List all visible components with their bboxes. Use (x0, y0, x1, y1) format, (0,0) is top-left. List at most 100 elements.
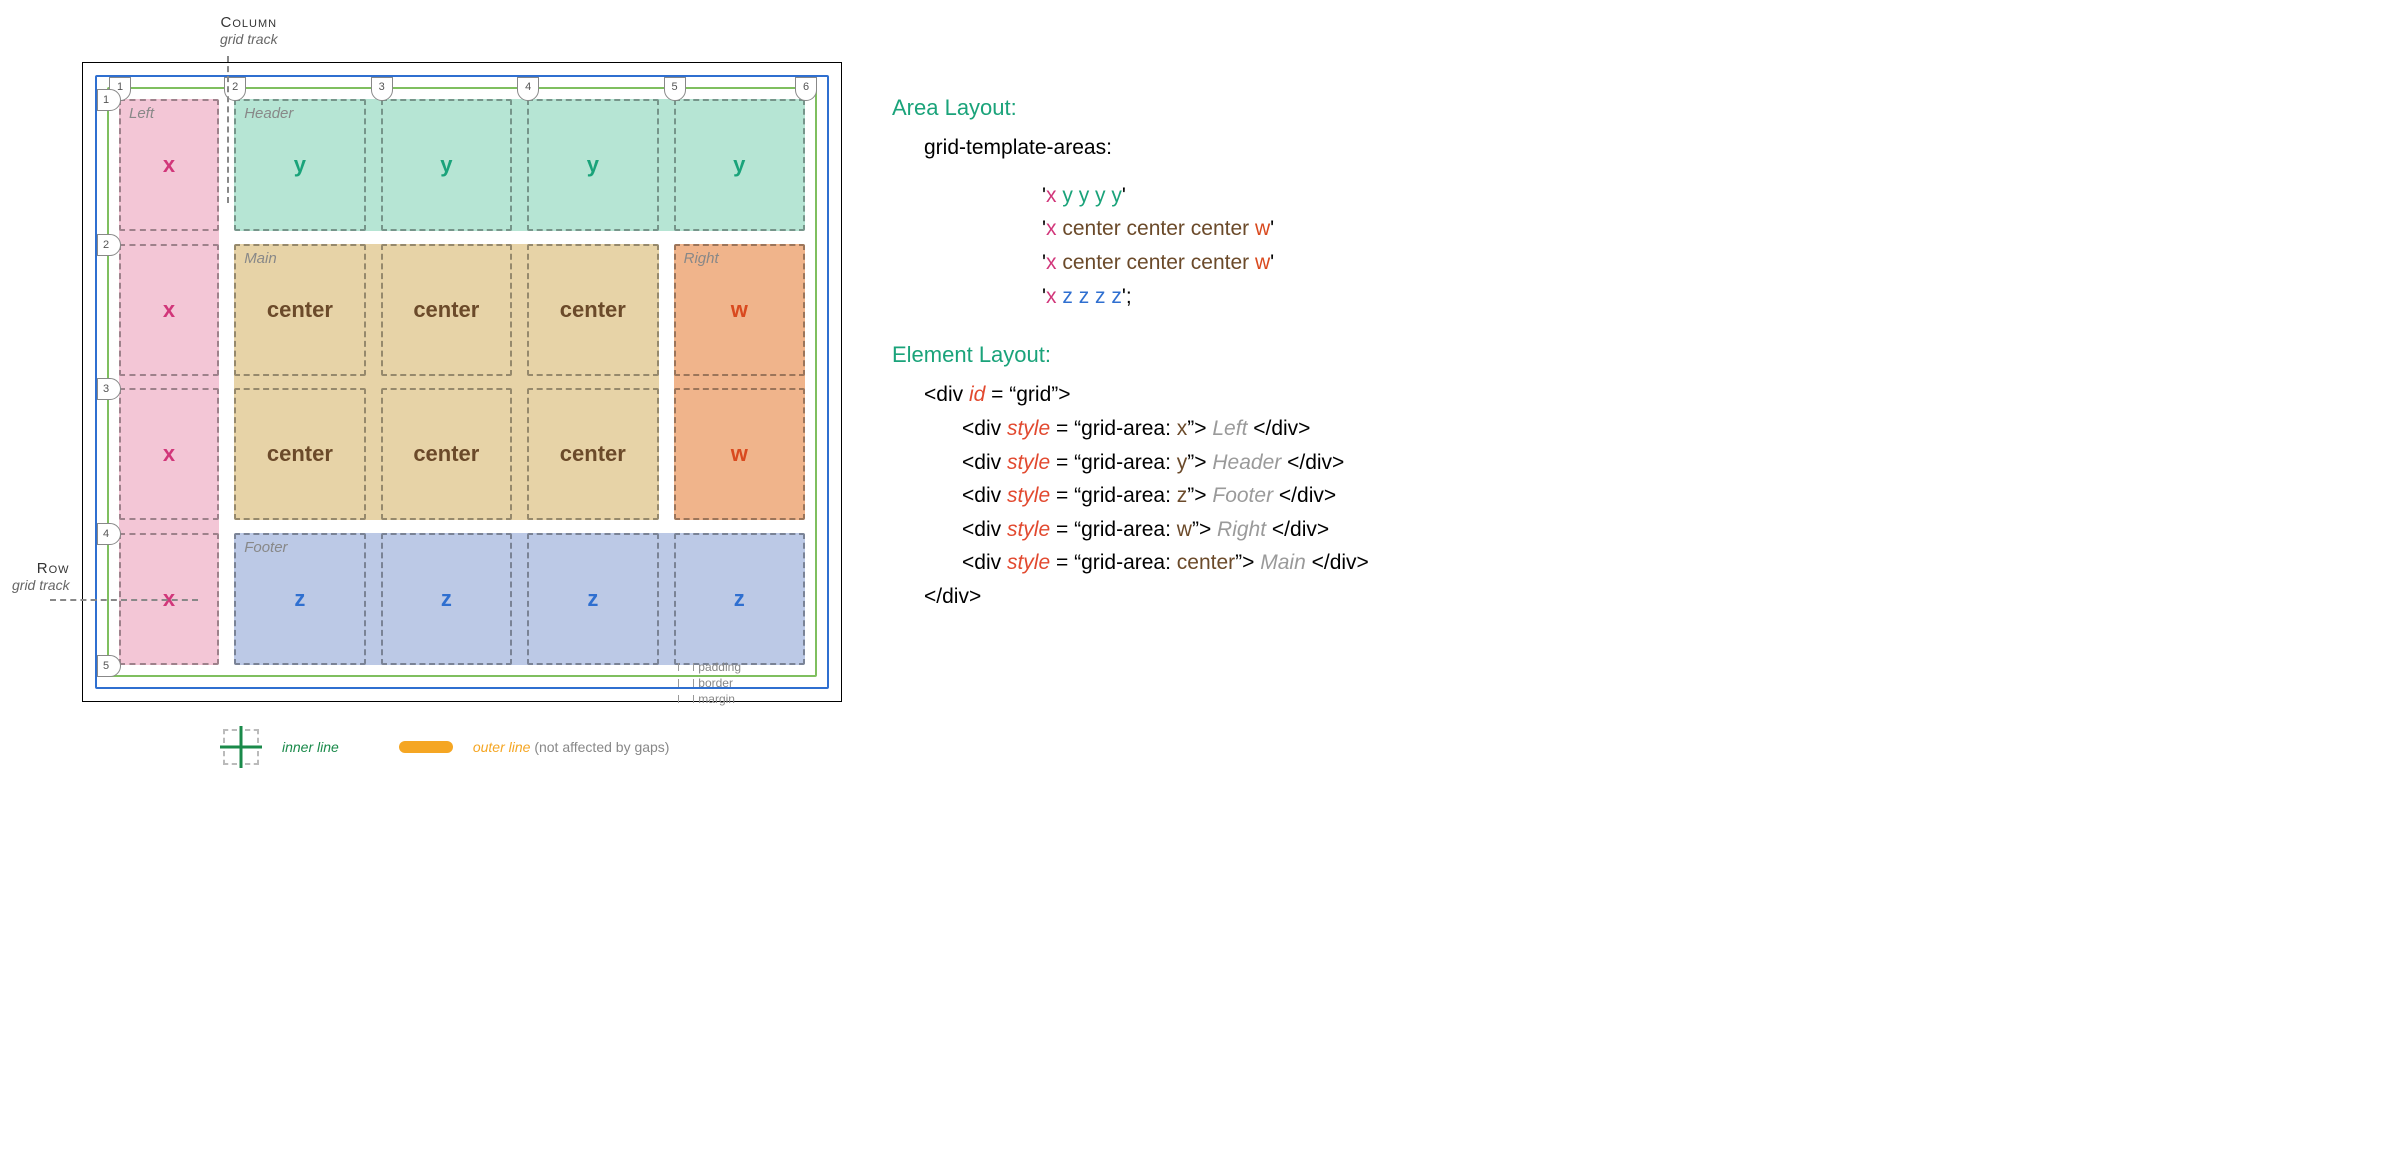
grid-inner: LeftHeaderMainRightFooterxxxxyyyycenterc… (119, 99, 805, 665)
outer-line-label: outer line (not affected by gaps) (473, 739, 670, 755)
column-label: Column grid track (220, 14, 278, 47)
column-subtitle: grid track (220, 31, 278, 47)
gta-token: z z z z (1062, 285, 1122, 308)
area-layout-title: Area Layout: (892, 90, 1369, 125)
col-line-number: 5 (664, 77, 686, 101)
gta-token: x (1046, 217, 1057, 240)
gta-token: x (1046, 184, 1057, 207)
gta-token: w (1255, 251, 1270, 274)
grid-cell: x (119, 99, 219, 231)
gta-rows: 'x y y y y''x center center center w''x … (892, 179, 1369, 313)
pbm-padding: padding (698, 659, 741, 675)
col-line-number: 3 (371, 77, 393, 101)
column-title: Column (220, 14, 278, 31)
el-line: <div style = “grid-area: y”> Header </di… (892, 446, 1369, 480)
el-close: </div> (892, 580, 1369, 614)
cell-text: w (731, 297, 748, 323)
cell-text: center (560, 297, 626, 323)
gta-token: x (1046, 251, 1057, 274)
inner-line-swatch (220, 726, 262, 768)
element-layout-title: Element Layout: (892, 337, 1369, 372)
grid-cell: center (234, 244, 365, 376)
cell-text: z (734, 586, 745, 612)
margin-box: LeftHeaderMainRightFooterxxxxyyyycenterc… (82, 62, 842, 702)
col-line-number: 6 (795, 77, 817, 101)
gta-property: grid-template-areas: (892, 131, 1369, 165)
gta-token: x (1046, 285, 1057, 308)
column-guide (227, 56, 229, 203)
element-lines: <div id = “grid”><div style = “grid-area… (892, 378, 1369, 613)
gta-token: '; (1122, 285, 1132, 308)
cell-text: x (163, 441, 175, 467)
cell-text: z (294, 586, 305, 612)
grid-cell: z (527, 533, 658, 665)
cell-text: y (440, 152, 452, 178)
el-line: <div style = “grid-area: w”> Right </div… (892, 513, 1369, 547)
code-panel: Area Layout: grid-template-areas: ' x y y… (892, 20, 1369, 614)
grid-cell: z (381, 533, 512, 665)
pbm-callout: padding border margin (678, 659, 741, 707)
grid-cell: y (674, 99, 805, 231)
cell-text: y (587, 152, 599, 178)
grid-cell: center (381, 244, 512, 376)
col-line-number: 4 (517, 77, 539, 101)
row-guide (50, 599, 198, 601)
grid-cell: x (119, 244, 219, 376)
grid-cell: center (527, 244, 658, 376)
cell-text: x (163, 297, 175, 323)
outer-line-text: outer line (473, 739, 531, 755)
row-line-number: 1 (97, 89, 121, 111)
cell-text: z (441, 586, 452, 612)
gta-row: 'x z z z z'; (892, 280, 1369, 314)
el-line: <div style = “grid-area: z”> Footer </di… (892, 479, 1369, 513)
cell-text: y (294, 152, 306, 178)
grid-cell: w (674, 244, 805, 376)
cell-text: center (560, 441, 626, 467)
grid-cell: z (234, 533, 365, 665)
gta-token: y y y y (1062, 184, 1122, 207)
grid-cell: z (674, 533, 805, 665)
el-line: <div style = “grid-area: center”> Main <… (892, 546, 1369, 580)
gta-row: 'x y y y y' (892, 179, 1369, 213)
cell-text: center (413, 297, 479, 323)
gta-token: ' (1270, 217, 1274, 240)
row-line-number: 2 (97, 234, 121, 256)
pbm-margin: margin (698, 691, 735, 707)
cell-text: x (163, 152, 175, 178)
grid-cell: y (381, 99, 512, 231)
cell-text: y (733, 152, 745, 178)
pbm-border: border (698, 675, 733, 691)
row-subtitle: grid track (12, 577, 70, 593)
row-title: Row (12, 560, 70, 577)
el-open: <div id = “grid”> (892, 378, 1369, 412)
grid-cell: y (527, 99, 658, 231)
grid-cell: w (674, 388, 805, 520)
gta-token: ' (1122, 184, 1126, 207)
gta-row: 'x center center center w' (892, 246, 1369, 280)
grid-cell: center (527, 388, 658, 520)
gta-row: 'x center center center w' (892, 212, 1369, 246)
outer-line-swatch (399, 741, 453, 753)
grid-cell: y (234, 99, 365, 231)
row-line-number: 3 (97, 378, 121, 400)
grid-cell: x (119, 388, 219, 520)
cell-text: center (413, 441, 479, 467)
cell-text: center (267, 297, 333, 323)
row-line-number: 4 (97, 523, 121, 545)
gta-token: w (1255, 217, 1270, 240)
gta-token: ' (1270, 251, 1274, 274)
grid-cell: center (234, 388, 365, 520)
inner-line-label: inner line (282, 739, 339, 755)
legend: inner line outer line (not affected by g… (40, 726, 842, 768)
gta-token: center center center (1062, 217, 1249, 240)
el-line: <div style = “grid-area: x”> Left </div> (892, 412, 1369, 446)
outer-line-note: (not affected by gaps) (534, 739, 669, 755)
grid-diagram: Column grid track Row grid track LeftHea… (40, 20, 842, 702)
cell-text: center (267, 441, 333, 467)
grid-stage: LeftHeaderMainRightFooterxxxxyyyycenterc… (119, 99, 805, 665)
row-line-number: 5 (97, 655, 121, 677)
cell-text: z (587, 586, 598, 612)
grid-cell: center (381, 388, 512, 520)
row-label: Row grid track (12, 560, 70, 593)
cell-text: w (731, 441, 748, 467)
